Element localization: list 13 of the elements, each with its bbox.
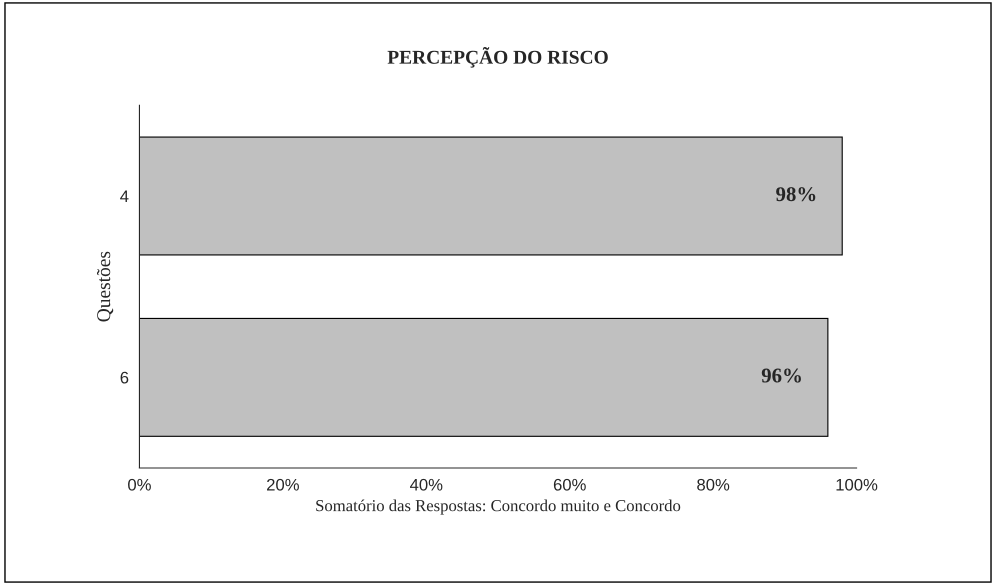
y-axis-title: Questões xyxy=(96,252,114,322)
x-tick-label: 40% xyxy=(410,478,442,491)
data-label: 96% xyxy=(762,368,801,383)
data-label: 98% xyxy=(776,187,816,202)
chart-title: PERCEPÇÃO DO RISCO xyxy=(388,46,608,68)
x-tick-label: 60% xyxy=(554,478,586,491)
x-tick-label: 80% xyxy=(697,478,730,491)
y-tick-label: 4 xyxy=(120,190,129,202)
y-tick-label: 6 xyxy=(120,372,128,384)
x-tick-label: 0% xyxy=(128,478,151,491)
x-axis-title: Somatório das Respostas: Concordo muito e Concordo xyxy=(316,500,680,515)
x-tick-label: 100% xyxy=(836,478,878,491)
x-tick-label: 20% xyxy=(267,478,299,491)
